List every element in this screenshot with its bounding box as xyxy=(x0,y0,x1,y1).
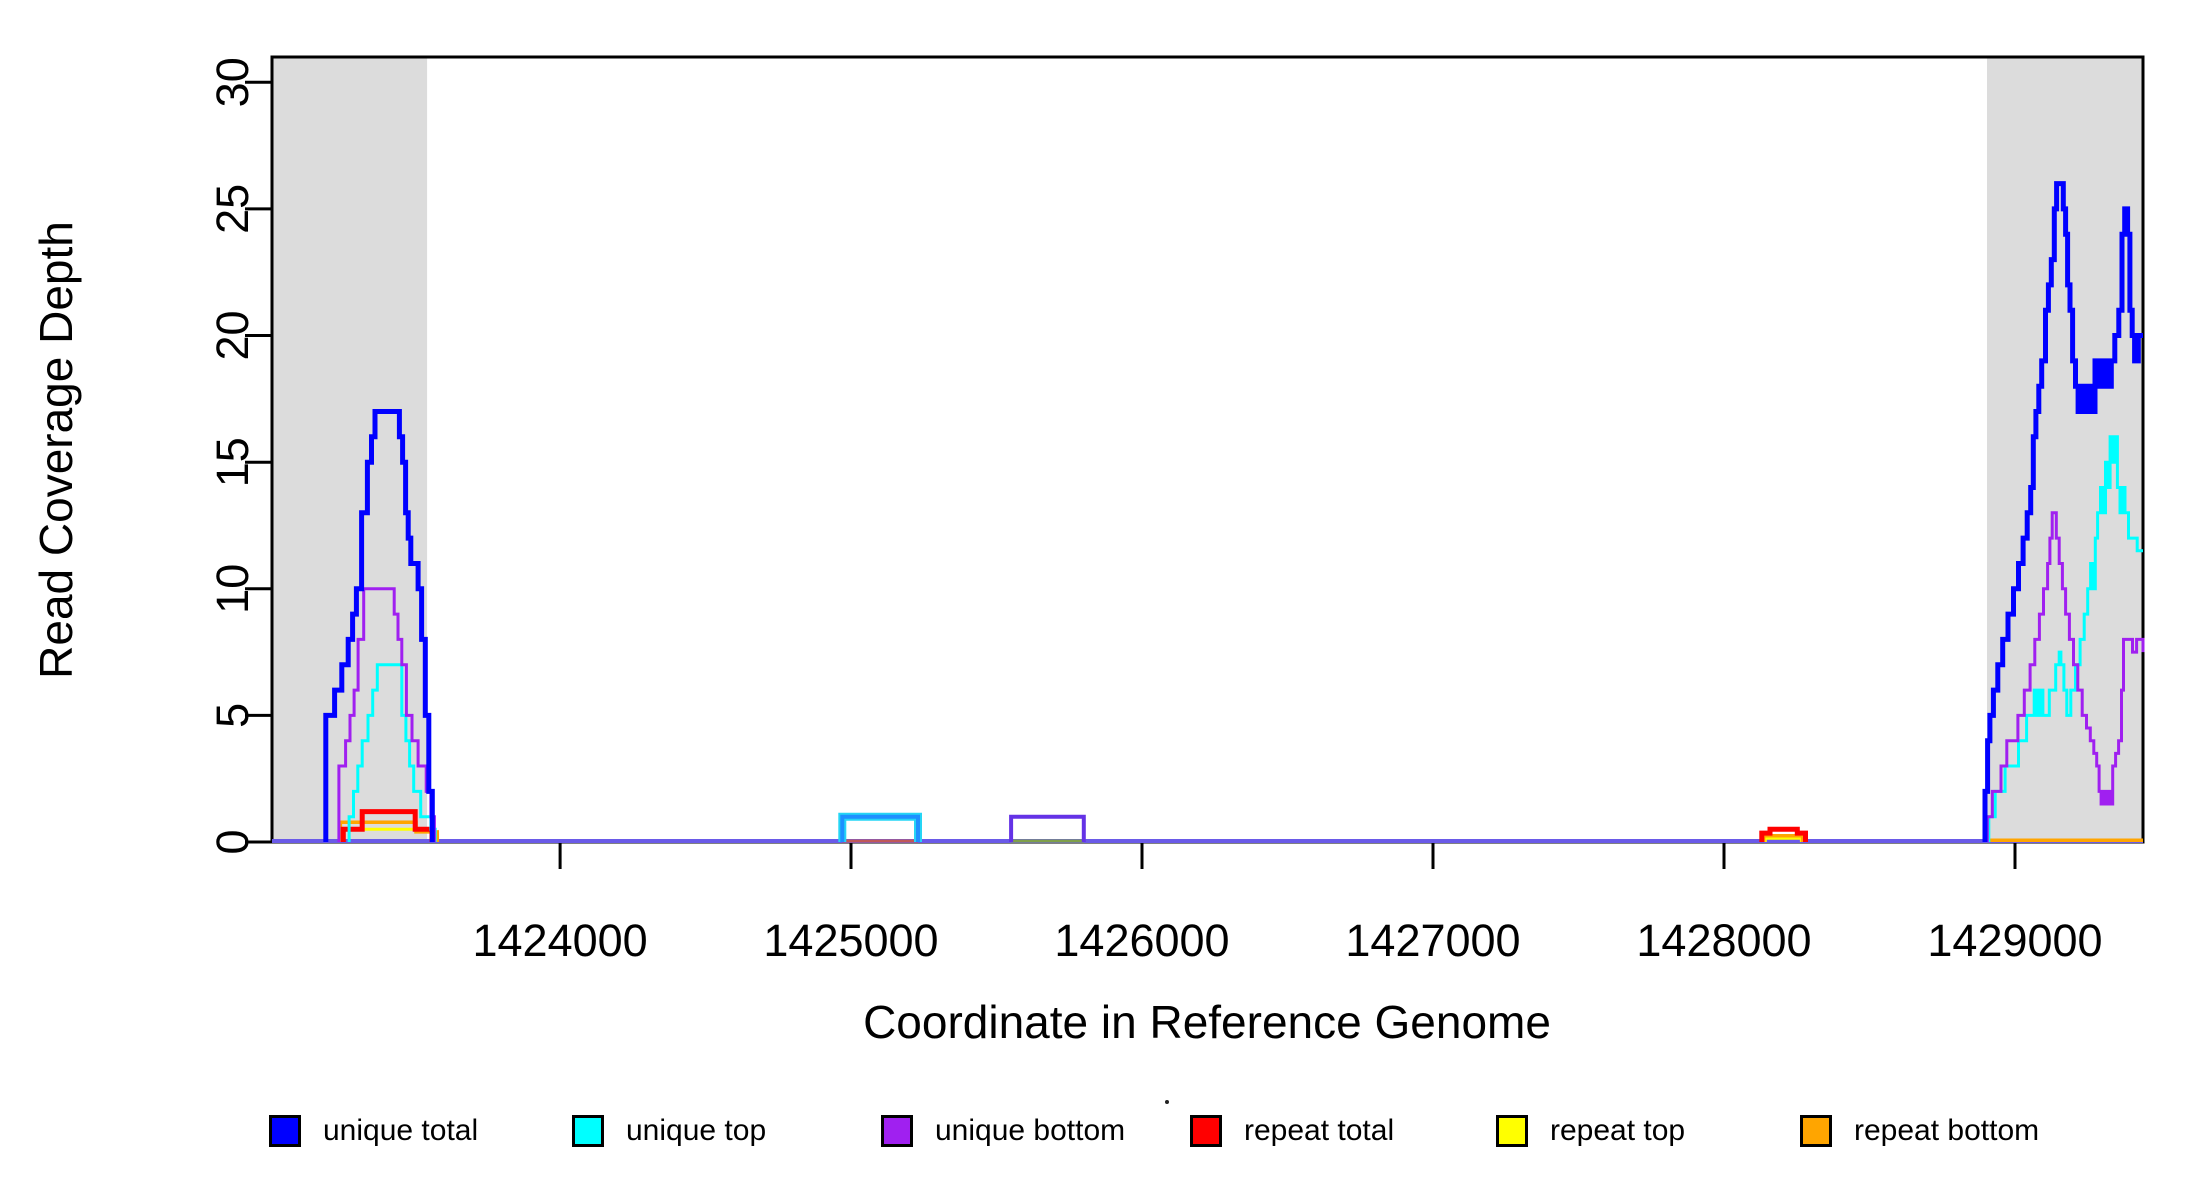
legend-label: repeat top xyxy=(1550,1114,1686,1147)
legend-item-repeat-bottom: repeat bottom xyxy=(1800,1114,2039,1148)
y-tick-label: 30 xyxy=(207,57,258,107)
y-tick-label: 10 xyxy=(207,564,258,614)
x-tick-label: 1425000 xyxy=(763,915,938,966)
y-axis-title: Read Coverage Depth xyxy=(30,221,82,679)
series-unique-top xyxy=(347,435,2143,842)
legend-label: unique total xyxy=(323,1114,479,1147)
x-tick-label: 1429000 xyxy=(1927,915,2102,966)
series-unique-total xyxy=(323,181,2143,842)
legend-label: repeat total xyxy=(1244,1114,1395,1147)
legend-swatch-unique-top xyxy=(572,1115,604,1147)
legend-swatch-repeat-total xyxy=(1190,1115,1222,1147)
x-axis: 1424000 1425000 1426000 1427000 1428000 14290… xyxy=(472,842,2103,966)
legend-swatch-unique-total xyxy=(269,1115,301,1147)
x-tick-label: 1424000 xyxy=(472,915,647,966)
x-tick-label: 1426000 xyxy=(1054,915,1229,966)
legend-item-unique-total: unique total xyxy=(269,1114,478,1148)
y-axis: 0 5 10 15 20 25 30 xyxy=(207,57,272,855)
legend-item-repeat-total: repeat total xyxy=(1190,1114,1394,1148)
y-tick-label: 0 xyxy=(207,829,258,854)
stray-dot-artifact xyxy=(1165,1100,1169,1104)
mid-box-blue-halo xyxy=(838,812,922,842)
series-unique-bottom xyxy=(337,511,2145,842)
legend-label: unique top xyxy=(626,1114,767,1147)
legend-swatch-unique-bottom xyxy=(881,1115,913,1147)
y-tick-label: 25 xyxy=(207,184,258,234)
legend-label: repeat bottom xyxy=(1854,1114,2040,1147)
legend-item-repeat-top: repeat top xyxy=(1496,1114,1685,1148)
plot-border xyxy=(270,55,2145,844)
y-tick-label: 15 xyxy=(207,437,258,487)
mid-box-blue xyxy=(840,814,920,842)
series-repeat-total xyxy=(340,809,1808,842)
legend-item-unique-bottom: unique bottom xyxy=(881,1114,1125,1148)
x-tick-label: 1428000 xyxy=(1636,915,1811,966)
legend-swatch-repeat-bottom xyxy=(1800,1115,1832,1147)
y-tick-label: 20 xyxy=(207,310,258,360)
x-tick-label: 1427000 xyxy=(1345,915,1520,966)
mid-box-purple xyxy=(1009,814,1086,842)
legend-swatch-repeat-top xyxy=(1496,1115,1528,1147)
right-gray-band xyxy=(1987,57,2143,842)
x-axis-title: Coordinate in Reference Genome xyxy=(863,996,1551,1048)
y-tick-label: 5 xyxy=(207,703,258,728)
legend-item-unique-top: unique top xyxy=(572,1114,766,1148)
legend-label: unique bottom xyxy=(935,1114,1126,1147)
